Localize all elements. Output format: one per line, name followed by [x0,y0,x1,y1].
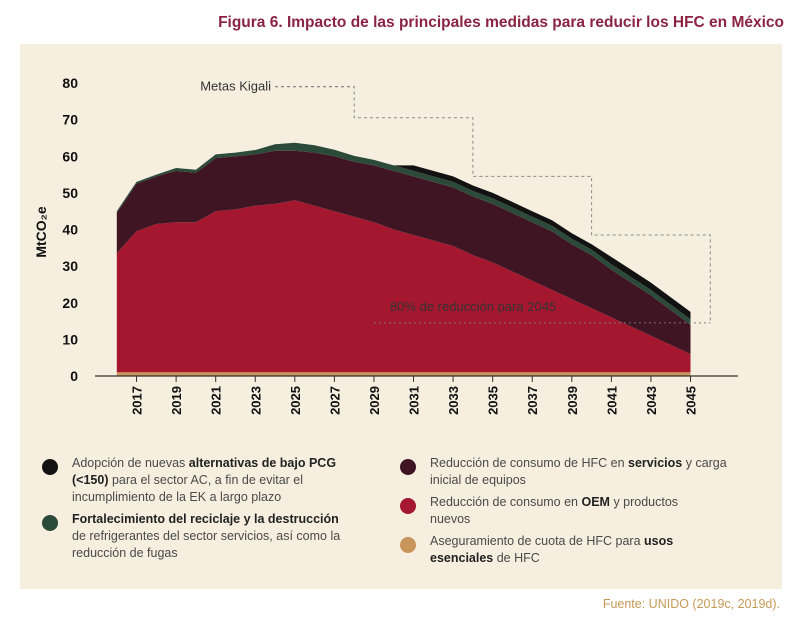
x-tick-label: 2035 [486,386,501,415]
area-series-2 [116,200,691,373]
legend-text-bold: servicios [628,456,683,470]
x-tick-label: 2041 [604,386,619,415]
y-tick-label: 80 [62,75,78,91]
legend-text: Aseguramiento de cuota de HFC para [430,534,645,548]
legend-swatch-usos-esenciales [400,537,416,553]
kigali-label: Metas Kigali [200,79,271,94]
x-tick-label: 2023 [248,386,263,415]
legend-swatch-bajo-pcg [42,459,58,475]
figure-title: Figura 6. Impacto de las principales med… [218,14,784,31]
legend-text-bold: OEM [581,495,610,509]
legend-text: Adopción de nuevas [72,456,189,470]
source-note: Fuente: UNIDO (2019c, 2019d). [602,597,780,611]
x-tick-label: 2033 [446,386,461,415]
area-series-1 [116,372,691,376]
legend-text: y productos nuevos [430,495,679,526]
legend-text-bold: Fortalecimiento del reciclaje y la destr… [72,512,339,526]
legend-text: Reducción de consumo de HFC en [430,456,629,470]
y-tick-label: 50 [62,185,78,201]
legend-text-bold: alternativas de bajo PCG (<150) [72,456,337,487]
y-tick-label: 10 [62,331,78,347]
y-tick-label: 60 [62,148,78,164]
x-tick-label: 2019 [169,386,184,415]
y-tick-label: 30 [62,258,78,274]
y-tick-label: 40 [62,222,78,238]
legend-text: de refrigerantes del sector servicios, a… [72,529,341,560]
x-tick-label: 2029 [367,386,382,415]
x-tick-label: 2017 [130,386,145,415]
legend-text: para el sector AC, a fin de evitar el in… [72,473,304,504]
legend-swatch-reciclaje [42,515,58,531]
x-tick-label: 2037 [525,386,540,415]
x-tick-label: 2021 [209,386,224,415]
x-tick-label: 2043 [644,386,659,415]
area-series-3 [116,150,691,354]
y-tick-label: 70 [62,112,78,128]
x-tick-label: 2025 [288,386,303,415]
x-tick-label: 2039 [565,386,580,415]
legend-swatch-servicios [400,459,416,475]
y-tick-label: 0 [70,368,78,384]
y-axis-label: MtCO₂e [33,206,49,258]
legend-text-bold: usos esenciales [430,534,674,565]
x-tick-label: 2045 [684,386,699,415]
legend-swatch-oem [400,498,416,514]
legend-text: de HFC [493,551,540,565]
x-tick-label: 2031 [407,386,422,415]
legend-text: y carga inicial de equipos [430,456,727,487]
x-tick-label: 2027 [327,386,342,415]
y-tick-label: 20 [62,295,78,311]
legend-text: Reducción de consumo en [430,495,582,509]
reduction-label: 80% de reducción para 2045 [390,299,556,314]
